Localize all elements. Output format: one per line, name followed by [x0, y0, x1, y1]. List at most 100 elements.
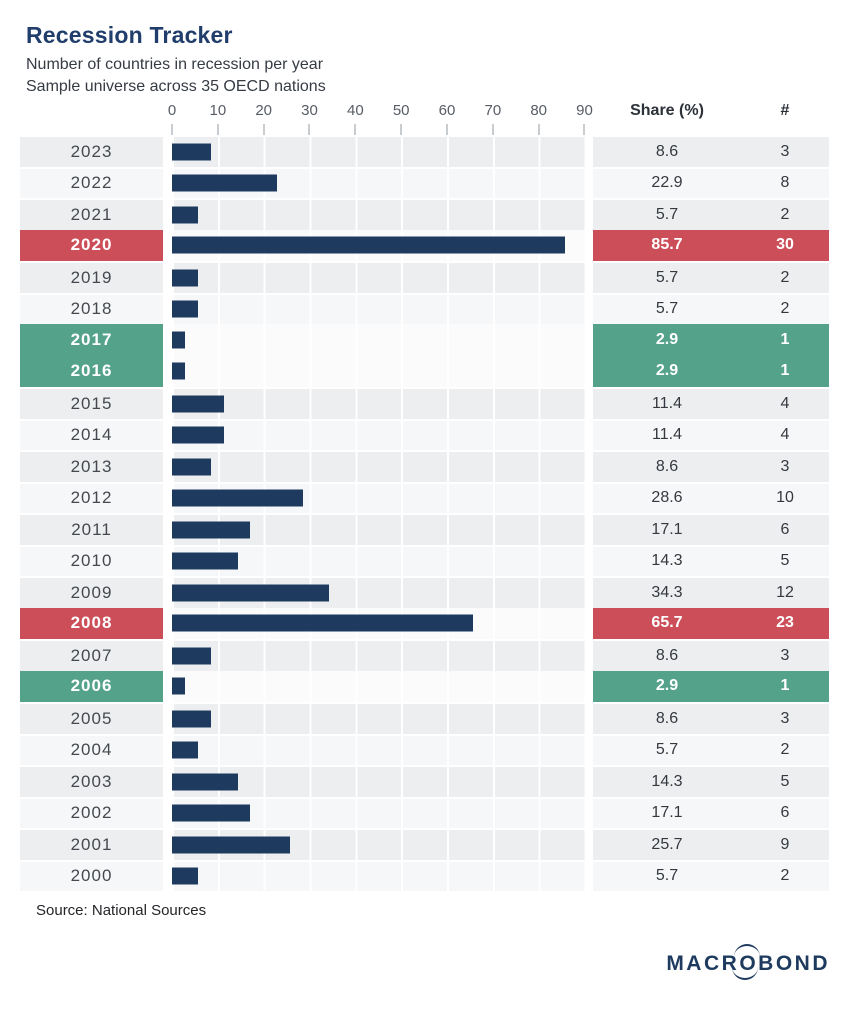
axis-tick-mark [583, 124, 586, 135]
year-label: 2005 [20, 702, 163, 734]
macrobond-logo: MACROBOND [666, 944, 830, 980]
recession-bar [172, 458, 212, 476]
recession-bar [172, 521, 251, 539]
bar-track [172, 576, 586, 608]
value-cells: 14.3 5 [593, 765, 829, 797]
recession-bar [172, 647, 212, 665]
axis-tick-label: 90 [576, 102, 593, 119]
share-value: 5.7 [655, 268, 679, 286]
table-row: 2008 65.7 23 [20, 607, 829, 639]
axis-tick-label: 0 [167, 102, 177, 119]
year-label: 2009 [20, 576, 163, 608]
count-value: 4 [780, 394, 790, 412]
year-column-header-spacer [20, 100, 163, 122]
value-cells: 8.6 3 [593, 702, 829, 734]
bar-track [172, 229, 586, 261]
value-cells: 65.7 23 [593, 607, 829, 639]
year-label: 2022 [20, 166, 163, 198]
count-value: 12 [776, 583, 794, 601]
recession-bar [172, 489, 304, 507]
right-column-headers: Share (%) # [593, 100, 829, 122]
bar-track [172, 450, 586, 482]
value-cells: 5.7 2 [593, 198, 829, 230]
table-row: 2004 5.7 2 [20, 733, 829, 765]
bar-track [172, 355, 586, 387]
year-label: 2018 [20, 292, 163, 324]
bar-track [172, 639, 586, 671]
recession-bar [172, 741, 199, 759]
count-value: 23 [776, 614, 794, 632]
share-value: 2.9 [655, 330, 679, 348]
share-value: 25.7 [651, 835, 683, 853]
year-label: 2016 [20, 355, 163, 387]
recession-bar [172, 584, 330, 602]
axis-tick-labels: 0 10 20 30 40 50 60 70 80 90 [168, 100, 593, 122]
value-cells: 8.6 3 [593, 639, 829, 671]
recession-bar [172, 804, 251, 822]
value-cells: 5.7 2 [593, 859, 829, 891]
value-cells: 14.3 5 [593, 544, 829, 576]
year-label: 2007 [20, 639, 163, 671]
recession-bar [172, 552, 238, 570]
recession-bar [172, 677, 186, 695]
year-label: 2012 [20, 481, 163, 513]
value-cells: 17.1 6 [593, 796, 829, 828]
share-value: 5.7 [655, 741, 679, 759]
count-value: 3 [780, 646, 790, 664]
value-cells: 11.4 4 [593, 387, 829, 419]
recession-bar [172, 331, 186, 349]
share-value: 34.3 [651, 583, 683, 601]
bar-track [172, 796, 586, 828]
count-value: 5 [780, 552, 790, 570]
chart-subtitle-line1: Number of countries in recession per yea… [26, 56, 324, 73]
table-row: 2011 17.1 6 [20, 513, 829, 545]
year-label: 2008 [20, 607, 163, 639]
count-value: 8 [780, 174, 790, 192]
value-cells: 28.6 10 [593, 481, 829, 513]
count-value: 3 [780, 457, 790, 475]
bar-track [172, 733, 586, 765]
axis-tick-label: 70 [484, 102, 502, 119]
axis-tick-label: 30 [301, 102, 318, 119]
count-value: 2 [780, 205, 790, 223]
source-note: Source: National Sources [36, 902, 207, 919]
axis-tick-mark [354, 124, 357, 135]
count-value: 30 [776, 236, 794, 254]
table-row: 2014 11.4 4 [20, 418, 829, 450]
bar-track [172, 418, 586, 450]
year-label: 2006 [20, 670, 163, 702]
count-value: 1 [780, 362, 790, 380]
table-row: 2015 11.4 4 [20, 387, 829, 419]
table-row: 2012 28.6 10 [20, 481, 829, 513]
table-row: 2020 85.7 30 [20, 229, 829, 261]
bar-track [172, 670, 586, 702]
bar-track [172, 607, 586, 639]
share-value: 2.9 [655, 677, 679, 695]
table-row: 2009 34.3 12 [20, 576, 829, 608]
table-row: 2001 25.7 9 [20, 828, 829, 860]
share-value: 11.4 [652, 426, 682, 444]
value-cells: 2.9 1 [593, 670, 829, 702]
year-label: 2010 [20, 544, 163, 576]
share-value: 17.1 [651, 804, 683, 822]
share-value: 85.7 [651, 236, 683, 254]
recession-bar [172, 710, 212, 728]
share-value: 5.7 [655, 300, 679, 318]
axis-tick-mark [491, 124, 494, 135]
count-value: 5 [780, 772, 790, 790]
value-cells: 11.4 4 [593, 418, 829, 450]
recession-bar [172, 269, 199, 287]
count-column-header: # [780, 102, 790, 119]
value-cells: 5.7 2 [593, 733, 829, 765]
bar-track [172, 292, 586, 324]
recession-bar [172, 836, 290, 854]
count-value: 2 [780, 867, 790, 885]
axis-tick-mark [537, 124, 540, 135]
axis-tick-mark [216, 124, 219, 135]
recession-bar [172, 773, 238, 791]
axis-tick-mark [400, 124, 403, 135]
count-value: 4 [780, 426, 790, 444]
bar-track [172, 702, 586, 734]
table-row: 2006 2.9 1 [20, 670, 829, 702]
table-row: 2000 5.7 2 [20, 859, 829, 891]
